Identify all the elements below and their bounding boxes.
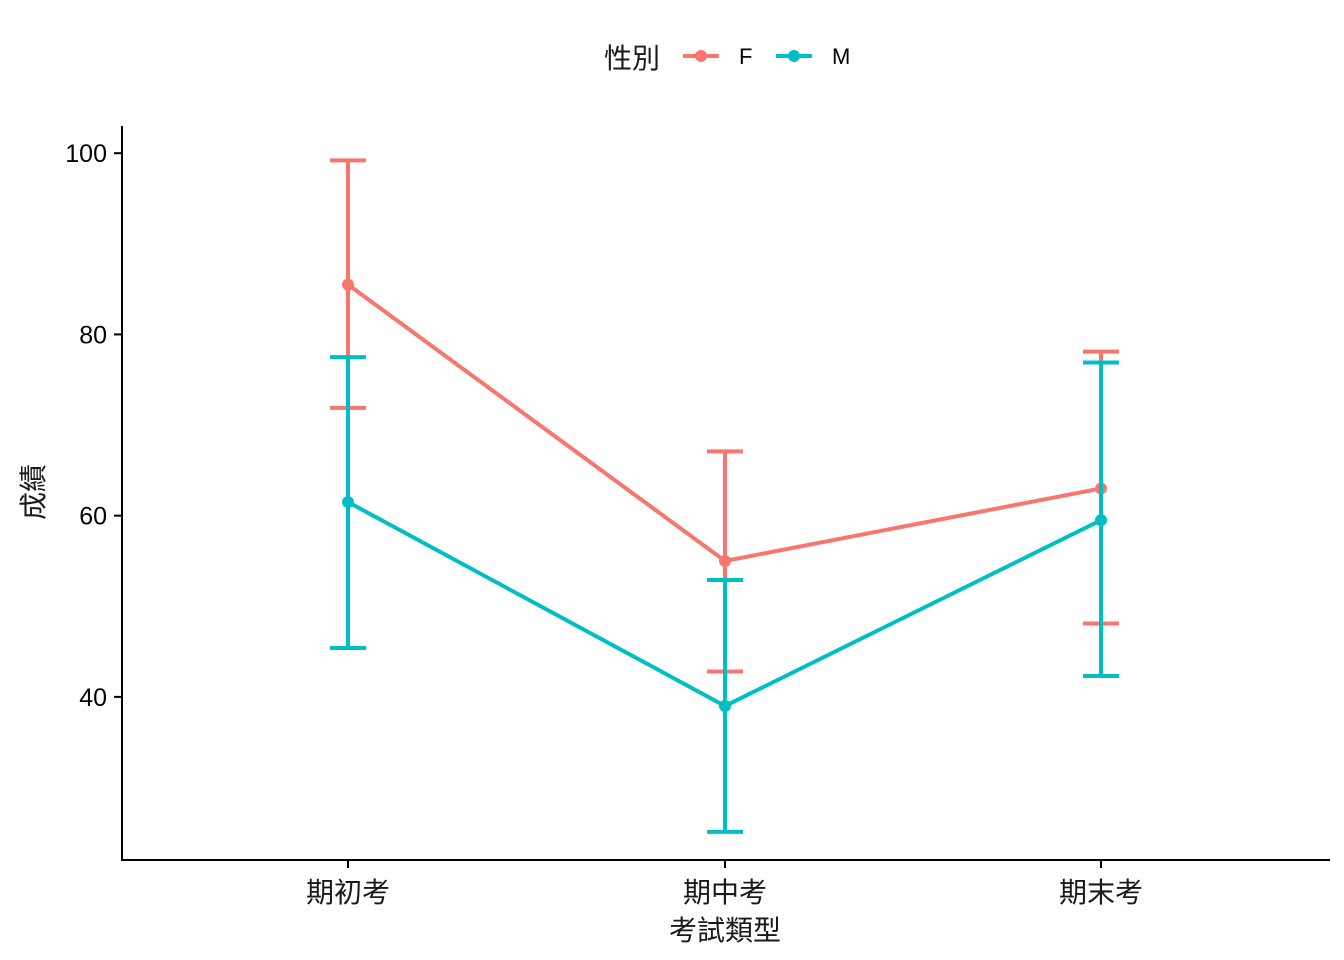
- x-axis-title: 考試類型: [669, 914, 781, 947]
- data-point: [719, 554, 731, 567]
- x-axis-ticks: 期初考 期中考 期末考: [306, 860, 1143, 909]
- y-tick-label: 80: [79, 321, 107, 349]
- y-tick-label: 100: [65, 140, 107, 168]
- series-layer: [330, 158, 1119, 834]
- legend-swatch-point: [695, 50, 707, 62]
- series-M: [330, 355, 1119, 834]
- data-point: [342, 278, 354, 291]
- legend-swatch-point: [788, 50, 800, 62]
- legend-title: 性別: [604, 42, 660, 75]
- legend-label: M: [832, 44, 850, 69]
- x-tick-label: 期中考: [683, 876, 767, 909]
- plot-area: 40 60 80 100 期初考 期中考 期末考: [65, 126, 1330, 909]
- x-tick-label: 期初考: [306, 876, 390, 909]
- y-axis-title: 成績: [17, 464, 50, 520]
- y-tick-label: 60: [79, 503, 107, 531]
- legend-label: F: [739, 44, 752, 69]
- data-point: [1095, 514, 1107, 527]
- x-tick-label: 期末考: [1059, 876, 1143, 909]
- y-axis-ticks: 40 60 80 100: [65, 140, 122, 712]
- y-tick-label: 40: [79, 684, 107, 712]
- data-point: [719, 699, 731, 712]
- data-point: [342, 496, 354, 509]
